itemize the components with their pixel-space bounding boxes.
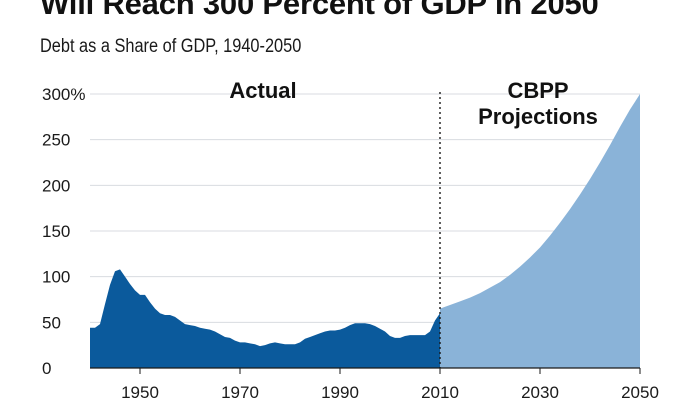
x-tick-label-2050: 2050 bbox=[621, 383, 659, 400]
annotation-cbpp-projections-line-1: CBPP bbox=[507, 78, 568, 103]
x-tick-label-1990: 1990 bbox=[321, 383, 359, 400]
annotation-actual: Actual bbox=[229, 78, 296, 103]
projected-debt-area bbox=[440, 94, 640, 368]
x-tick-label-2030: 2030 bbox=[521, 383, 559, 400]
y-tick-label-100: 100 bbox=[42, 268, 70, 287]
y-tick-label-250: 250 bbox=[42, 131, 70, 150]
annotation-cbpp-projections-line-2: Projections bbox=[478, 104, 598, 129]
annotation-cbpp-projections: CBPP Projections bbox=[478, 78, 598, 129]
x-tick-label-1970: 1970 bbox=[221, 383, 259, 400]
chart-subtitle: Debt as a Share of GDP, 1940-2050 bbox=[40, 36, 302, 57]
y-tick-label-200: 200 bbox=[42, 176, 70, 195]
chart-headline: Will Reach 300 Percent of GDP in 2050 bbox=[40, 0, 599, 21]
y-tick-label-150: 150 bbox=[42, 222, 70, 241]
y-tick-label-0: 0 bbox=[42, 359, 51, 378]
y-tick-label-300: 300% bbox=[42, 85, 85, 104]
actual-debt-area bbox=[90, 269, 440, 368]
x-tick-label-2010: 2010 bbox=[421, 383, 459, 400]
y-tick-label-50: 50 bbox=[42, 313, 61, 332]
x-tick-label-1950: 1950 bbox=[121, 383, 159, 400]
